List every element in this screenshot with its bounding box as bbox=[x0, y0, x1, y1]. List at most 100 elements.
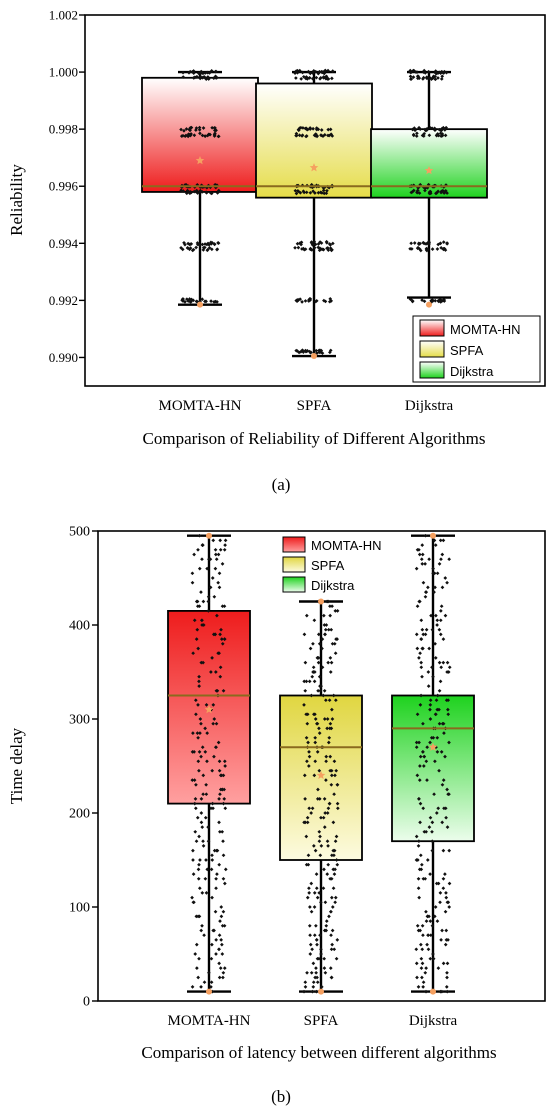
data-point bbox=[444, 895, 449, 900]
data-point bbox=[313, 975, 317, 980]
data-point bbox=[441, 240, 446, 244]
data-point bbox=[200, 190, 204, 194]
data-point bbox=[294, 69, 299, 73]
data-point bbox=[438, 131, 443, 136]
data-point bbox=[426, 947, 431, 952]
data-point bbox=[184, 127, 189, 131]
data-point bbox=[409, 241, 414, 246]
data-point bbox=[432, 590, 436, 594]
box-momta-hn bbox=[167, 532, 251, 995]
data-point bbox=[424, 909, 428, 914]
data-point bbox=[312, 679, 317, 684]
data-point bbox=[329, 248, 334, 253]
data-point bbox=[309, 240, 314, 244]
data-point bbox=[334, 956, 339, 961]
data-point bbox=[304, 613, 309, 618]
boxes-a bbox=[141, 68, 488, 360]
data-point bbox=[192, 189, 197, 194]
data-point bbox=[305, 895, 310, 900]
data-point bbox=[207, 245, 212, 250]
data-point bbox=[443, 576, 448, 580]
x-tick-label: SPFA bbox=[297, 398, 332, 414]
legend-b: MOMTA-HN SPFA Dijkstra bbox=[282, 536, 382, 593]
data-point bbox=[444, 938, 449, 942]
data-point bbox=[300, 134, 304, 138]
data-point bbox=[327, 299, 332, 304]
data-point bbox=[311, 665, 316, 670]
data-point bbox=[409, 247, 414, 251]
data-point bbox=[195, 241, 200, 245]
data-points bbox=[408, 68, 449, 304]
data-point bbox=[425, 128, 429, 132]
data-point bbox=[421, 77, 425, 81]
data-point bbox=[197, 914, 202, 919]
data-point bbox=[324, 919, 329, 923]
data-point bbox=[330, 895, 334, 900]
data-point bbox=[431, 952, 435, 956]
outlier-marker bbox=[206, 532, 212, 539]
data-point bbox=[199, 820, 204, 825]
legend-label: MOMTA-HN bbox=[311, 538, 382, 553]
data-point bbox=[329, 975, 334, 980]
data-point bbox=[198, 71, 203, 76]
data-point bbox=[216, 241, 220, 245]
data-point bbox=[204, 891, 209, 895]
data-point bbox=[328, 350, 332, 355]
data-point bbox=[324, 239, 329, 244]
data-point bbox=[190, 571, 195, 576]
data-point bbox=[319, 947, 323, 952]
data-point bbox=[315, 750, 320, 754]
data-point bbox=[314, 872, 319, 876]
data-point bbox=[312, 133, 317, 138]
data-point bbox=[221, 853, 226, 858]
data-point bbox=[191, 858, 195, 862]
data-point bbox=[428, 740, 432, 745]
data-point bbox=[210, 853, 214, 858]
data-point bbox=[180, 297, 185, 301]
data-point bbox=[420, 562, 425, 566]
data-point bbox=[330, 905, 335, 909]
data-point bbox=[434, 613, 438, 618]
data-point bbox=[209, 980, 214, 985]
data-point bbox=[203, 815, 208, 820]
data-point bbox=[444, 928, 449, 933]
legend-label: SPFA bbox=[450, 343, 484, 358]
data-point bbox=[303, 299, 308, 303]
data-point bbox=[305, 970, 309, 975]
data-point bbox=[434, 71, 439, 76]
data-point bbox=[200, 557, 204, 562]
data-point bbox=[439, 604, 444, 609]
data-point bbox=[214, 886, 218, 891]
data-point bbox=[330, 717, 335, 721]
data-point bbox=[440, 127, 444, 132]
legend-item-spfa: SPFA bbox=[419, 340, 484, 358]
data-point bbox=[204, 858, 208, 862]
data-point bbox=[439, 938, 443, 942]
data-point bbox=[311, 980, 316, 985]
data-point bbox=[307, 764, 311, 768]
data-point bbox=[420, 298, 424, 302]
data-point bbox=[185, 297, 189, 302]
data-point bbox=[314, 923, 318, 928]
data-point bbox=[328, 604, 332, 609]
data-point bbox=[300, 70, 305, 75]
data-point bbox=[300, 300, 304, 304]
data-point bbox=[412, 241, 417, 245]
data-point bbox=[417, 599, 422, 604]
data-point bbox=[324, 754, 329, 759]
y-tick-label: 0.994 bbox=[49, 236, 79, 251]
data-point bbox=[214, 876, 218, 881]
data-point bbox=[187, 297, 192, 301]
data-point bbox=[419, 557, 424, 562]
data-point bbox=[223, 881, 227, 886]
data-point bbox=[308, 942, 313, 947]
data-point bbox=[314, 970, 318, 975]
data-point bbox=[414, 632, 419, 637]
data-point bbox=[440, 552, 445, 557]
data-point bbox=[321, 76, 326, 80]
data-point bbox=[438, 241, 443, 246]
data-point bbox=[319, 952, 323, 956]
data-point bbox=[445, 660, 450, 665]
data-point bbox=[445, 970, 449, 975]
